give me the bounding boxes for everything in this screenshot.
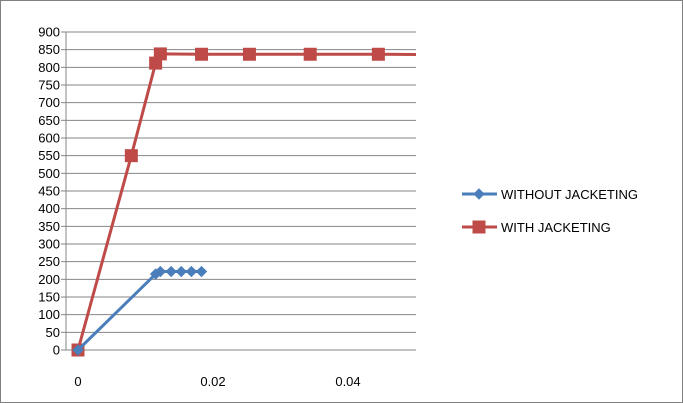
data-point [303,47,317,61]
y-tick-label: 650 [38,113,60,128]
y-tick-label: 850 [38,42,60,57]
data-point [371,47,385,61]
axes [61,31,416,351]
legend-marker [472,220,486,234]
data-point [72,344,84,356]
data-point [154,265,167,278]
gridlines [66,31,416,333]
x-tick-labels: 0 0.02 0.04 [74,374,360,389]
series-without-jacketing [72,265,208,356]
x-tick-label: 0.04 [335,374,360,389]
legend-item: WITH JACKETING [462,220,611,235]
y-tick-label: 0 [53,343,60,358]
y-tick-label: 700 [38,95,60,110]
data-point [124,149,138,163]
x-tick-label: 0.02 [200,374,225,389]
y-tick-label: 750 [38,78,60,93]
data-point [175,265,187,278]
y-tick-label: 600 [38,131,60,146]
y-tick-label: 550 [38,148,60,163]
y-tick-label: 450 [38,184,60,199]
legend-label: WITHOUT JACKETING [501,187,638,202]
data-point [165,265,177,278]
data-point [153,47,167,61]
legend-label: WITH JACKETING [501,220,611,235]
y-tick-label: 250 [38,254,60,269]
legend: WITHOUT JACKETING WITH JACKETING [462,187,638,235]
y-tick-labels: 0 50 100 150 200 250 300 350 400 450 500 550 600 650 7… [38,25,60,358]
series-with-jacketing [71,47,416,357]
y-tick-label: 800 [38,60,60,75]
legend-item: WITHOUT JACKETING [462,187,638,202]
y-tick-label: 150 [38,290,60,305]
y-tick-label: 50 [46,325,60,340]
y-tick-label: 200 [38,272,60,287]
data-point [195,265,208,278]
y-tick-label: 350 [38,219,60,234]
y-tick-label: 400 [38,201,60,216]
data-point [242,47,256,61]
data-point [195,47,209,61]
y-tick-label: 900 [38,25,60,40]
data-point [185,265,198,278]
x-tick-label: 0 [74,374,81,389]
legend-marker [473,188,485,200]
y-tick-label: 500 [38,166,60,181]
y-tick-label: 100 [38,307,60,322]
y-tick-label: 300 [38,237,60,252]
series-layer [71,47,416,357]
